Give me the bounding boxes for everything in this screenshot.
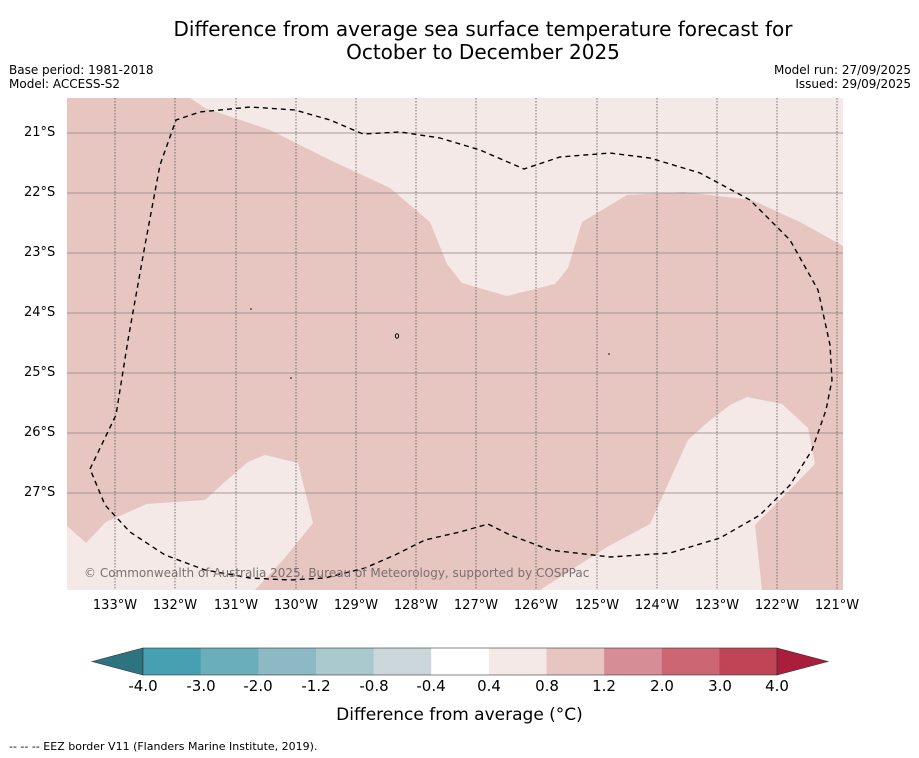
- colorbar-tick: 1.2: [592, 677, 616, 695]
- eez-border: [89, 106, 833, 581]
- colorbar-segment: [719, 648, 778, 675]
- colorbar-segment: [661, 648, 720, 675]
- lat-label-27s: 27°S: [24, 485, 56, 500]
- lon-label-133w: 133°W: [92, 598, 138, 613]
- colorbar-tick: 0.4: [477, 677, 501, 695]
- colorbar-tick: 0.8: [535, 677, 559, 695]
- colorbar-extend-high: [776, 647, 830, 676]
- colorbar-tick: 4.0: [765, 677, 789, 695]
- island-mark-2: [250, 308, 252, 310]
- lat-label-23s: 23°S: [24, 245, 56, 260]
- colorbar-tick: -4.0: [128, 677, 158, 695]
- colorbar-segment: [604, 648, 663, 675]
- colorbar-tick: -1.2: [301, 677, 331, 695]
- colorbar-tick: -2.0: [243, 677, 273, 695]
- light-region-southwest: [67, 455, 313, 590]
- lon-label-130w: 130°W: [273, 598, 319, 613]
- lon-label-124w: 124°W: [634, 598, 680, 613]
- lon-label-121w: 121°W: [814, 598, 860, 613]
- colorbar-segment: [488, 648, 547, 675]
- colorbar-border: [142, 647, 778, 676]
- latitude-gridlines: [67, 132, 843, 494]
- island-mark-3: [290, 377, 292, 379]
- lat-label-21s: 21°S: [24, 125, 56, 140]
- lon-label-127w: 127°W: [453, 598, 499, 613]
- model-name: Model: ACCESS-S2: [9, 77, 121, 91]
- colorbar-segment: [315, 648, 374, 675]
- copyright-text: © Commonwealth of Australia 2025, Bureau…: [84, 566, 589, 580]
- colorbar-segment: [546, 648, 605, 675]
- colorbar-label: Difference from average (°C): [336, 705, 583, 725]
- footer-note: -- -- -- EEZ border V11 (Flanders Marine…: [9, 740, 318, 753]
- colorbar-tick: -0.4: [416, 677, 446, 695]
- longitude-gridlines: [114, 98, 838, 590]
- lat-label-25s: 25°S: [24, 365, 56, 380]
- light-region-southeast: [540, 397, 815, 590]
- lon-label-131w: 131°W: [213, 598, 259, 613]
- colorbar-segment: [431, 648, 490, 675]
- lon-label-125w: 125°W: [574, 598, 620, 613]
- lon-label-132w: 132°W: [152, 598, 198, 613]
- lat-label-22s: 22°S: [24, 185, 56, 200]
- lon-label-123w: 123°W: [694, 598, 740, 613]
- island-mark-1: [394, 333, 400, 339]
- colorbar-segment: [200, 648, 259, 675]
- base-period: Base period: 1981-2018: [9, 63, 154, 77]
- title-line-2: October to December 2025: [346, 40, 620, 64]
- lon-label-128w: 128°W: [393, 598, 439, 613]
- map-title: Difference from average sea surface temp…: [140, 18, 826, 64]
- island-mark-4: [608, 353, 610, 355]
- model-run: Model run: 27/09/2025: [773, 63, 911, 77]
- meta-right: Model run: 27/09/2025 Issued: 29/09/2025: [774, 63, 911, 91]
- lat-label-24s: 24°S: [24, 305, 56, 320]
- issued-date: Issued: 29/09/2025: [795, 77, 911, 91]
- colorbar-tick: 3.0: [708, 677, 732, 695]
- lon-label-126w: 126°W: [513, 598, 559, 613]
- title-line-1: Difference from average sea surface temp…: [173, 17, 793, 41]
- lon-label-122w: 122°W: [754, 598, 800, 613]
- light-region-north: [190, 98, 843, 296]
- colorbar-segment: [258, 648, 317, 675]
- colorbar-tick: -0.8: [359, 677, 389, 695]
- colorbar-extend-low: [90, 647, 144, 676]
- colorbar-segment: [373, 648, 432, 675]
- colorbar: [90, 647, 830, 676]
- colorbar-tick: 2.0: [650, 677, 674, 695]
- colorbar-segment: [143, 648, 202, 675]
- lat-label-26s: 26°S: [24, 425, 56, 440]
- colorbar-tick: -3.0: [186, 677, 216, 695]
- meta-left: Base period: 1981-2018 Model: ACCESS-S2: [9, 63, 154, 91]
- lon-label-129w: 129°W: [333, 598, 379, 613]
